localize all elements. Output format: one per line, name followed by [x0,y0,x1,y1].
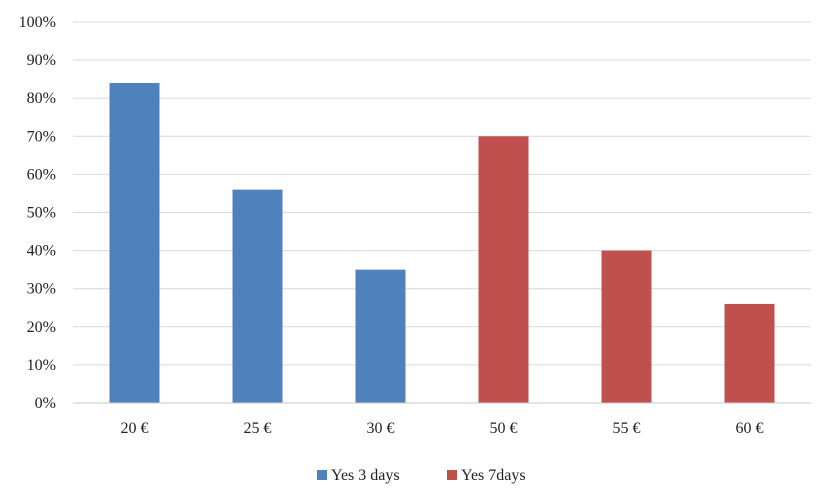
bar-yes-7days [724,303,775,403]
y-tick-label: 100% [19,14,56,31]
y-tick-label: 90% [27,52,56,69]
bars [109,82,775,404]
y-tick-label: 60% [27,166,56,183]
bar-yes-3-days [109,82,160,404]
x-tick-label: 20 € [121,420,149,437]
legend-swatch [317,470,327,480]
x-tick-label: 30 € [367,420,395,437]
y-tick-label: 40% [27,243,56,260]
gridlines [73,21,811,366]
x-axis-ticks: 20 € 25 € 30 € 50 € 55 € 60 € [121,420,764,437]
bar-yes-3-days [232,189,283,403]
y-tick-label: 0% [35,395,56,412]
legend-label: Yes 3 days [331,467,400,484]
y-tick-label: 10% [27,357,56,374]
bar-yes-7days [478,136,529,404]
x-tick-label: 55 € [613,420,641,437]
y-axis-ticks: 0% 10% 20% 30% 40% 50% 60% 70% 80% 90% 100% [19,14,56,412]
bar-yes-7days [601,250,652,403]
legend: Yes 3 days Yes 7days [317,467,526,484]
legend-swatch [447,470,457,480]
x-tick-label: 25 € [244,420,272,437]
legend-label: Yes 7days [461,467,526,484]
bar-yes-3-days [355,269,406,403]
x-tick-label: 60 € [736,420,764,437]
y-tick-label: 20% [27,319,56,336]
x-tick-label: 50 € [490,420,518,437]
y-tick-label: 80% [27,90,56,107]
y-tick-label: 30% [27,281,56,298]
y-tick-label: 50% [27,205,56,222]
y-tick-label: 70% [27,128,56,145]
